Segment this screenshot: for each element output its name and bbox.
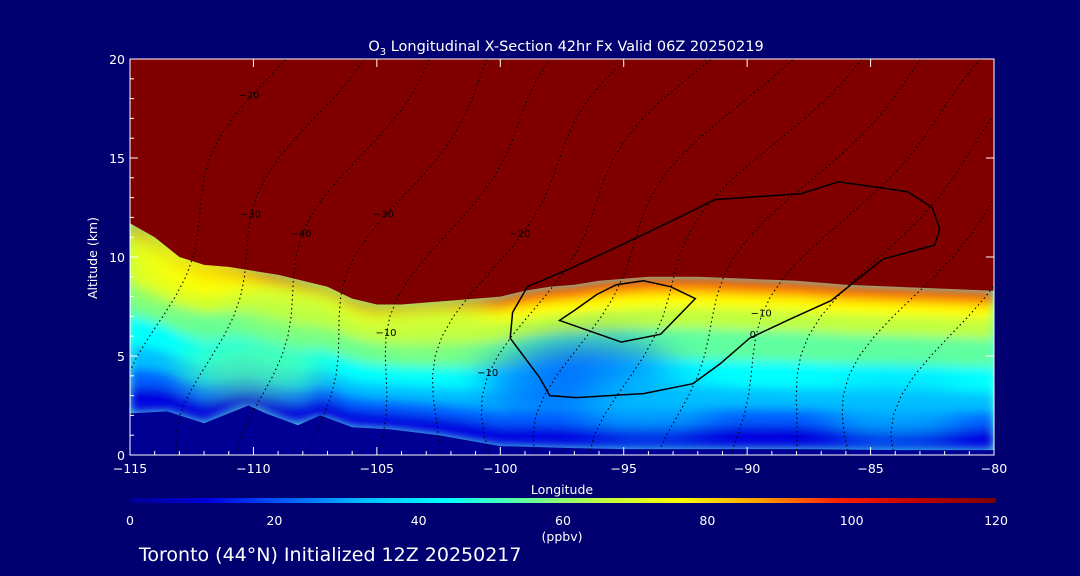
x-tick-label: −85	[857, 461, 883, 476]
colorbar-tick-label: 40	[411, 513, 427, 528]
dotted-contour-label: 0	[1010, 249, 1016, 260]
dotted-contour-label: −10	[375, 328, 396, 339]
dotted-contour-label: −10	[751, 308, 772, 319]
colorbar: 0 20 40 60 80 100 120 (ppbv)	[126, 498, 1008, 544]
ozone-band	[130, 242, 994, 328]
ozone-band	[130, 345, 994, 412]
ozone-core	[578, 373, 719, 434]
colorbar-tick-label: 60	[555, 513, 571, 528]
ozone-core	[183, 335, 324, 396]
ozone-band	[130, 232, 994, 318]
dotted-contours: −20 −30 −40 −30 −20 −10 −10 10 −10 0	[130, 59, 1061, 455]
dotted-contour-label: −20	[238, 91, 259, 102]
ozone-band	[130, 386, 994, 441]
solid-contour-line	[557, 280, 697, 343]
y-tick-label: 0	[117, 448, 125, 463]
dotted-contour-line	[729, 59, 981, 455]
x-axis: −115 −110 −105 −100 −95 −90 −85 −80	[113, 59, 1007, 476]
dotted-contour-line	[234, 59, 430, 455]
y-axis: 0 5 10 15 20	[109, 52, 994, 463]
colorbar-unit-label: (ppbv)	[542, 529, 583, 544]
y-tick-label: 15	[109, 151, 125, 166]
ozone-band	[130, 280, 994, 369]
dotted-contour-label: −30	[373, 209, 394, 220]
x-tick-label: −115	[113, 461, 147, 476]
y-tick-label: 5	[117, 349, 125, 364]
initialization-annotation: Toronto (44°N) Initialized 12Z 20250217	[138, 544, 522, 566]
plot-area: −20 −30 −40 −30 −20 −10 −10 10 −10 0 0	[130, 59, 1061, 455]
x-tick-label: −105	[360, 461, 394, 476]
y-tick-label: 20	[109, 52, 125, 67]
colorbar-tick-label: 100	[840, 513, 864, 528]
dotted-contour-line	[130, 59, 287, 455]
dotted-contour-label: −20	[509, 229, 530, 240]
ozone-core	[825, 381, 966, 442]
dotted-contour-line	[532, 59, 794, 455]
ozone-core	[356, 290, 497, 351]
dotted-contour-label: −30	[240, 209, 261, 220]
x-tick-label: −110	[236, 461, 270, 476]
title-species-subscript: 3	[380, 47, 386, 58]
x-axis-label: Longitude	[531, 482, 593, 497]
solid-contour-line	[509, 181, 941, 399]
x-tick-label: −95	[611, 461, 637, 476]
dotted-contour-line	[841, 197, 994, 455]
colorbar-tick-label: 80	[699, 513, 715, 528]
solid-contour-label: 0	[750, 330, 756, 341]
ozone-band	[130, 399, 994, 451]
x-tick-label: −100	[483, 461, 517, 476]
chart-title: O3 Longitudinal X-Section 42hr Fx Valid …	[368, 39, 763, 58]
dotted-contour-label: −40	[290, 229, 311, 240]
colorbar-ticks: 0 20 40 60 80 100 120	[126, 513, 1008, 528]
colorbar-tick-label: 20	[266, 513, 282, 528]
ozone-band	[130, 367, 994, 428]
colorbar-tick-label: 0	[126, 513, 134, 528]
ozone-band	[130, 314, 994, 393]
x-tick-label: −80	[981, 461, 1007, 476]
title-species: O	[368, 39, 379, 55]
stratospheric-ozone-region	[130, 59, 994, 305]
title-rest: Longitudinal X-Section 42hr Fx Valid 06Z…	[386, 39, 764, 55]
dotted-contour-line	[431, 59, 627, 455]
colorbar-scale	[130, 498, 996, 503]
x-tick-label: −90	[734, 461, 760, 476]
solid-contours: 0	[509, 181, 941, 399]
colorbar-tick-label: 120	[984, 513, 1008, 528]
dotted-contour-label: −10	[477, 368, 498, 379]
terrain	[130, 405, 994, 455]
y-axis-label: Altitude (km)	[85, 217, 100, 299]
dotted-contour-label: 10	[1048, 110, 1061, 121]
ozone-cores	[130, 217, 966, 442]
y-tick-label: 10	[109, 250, 125, 265]
